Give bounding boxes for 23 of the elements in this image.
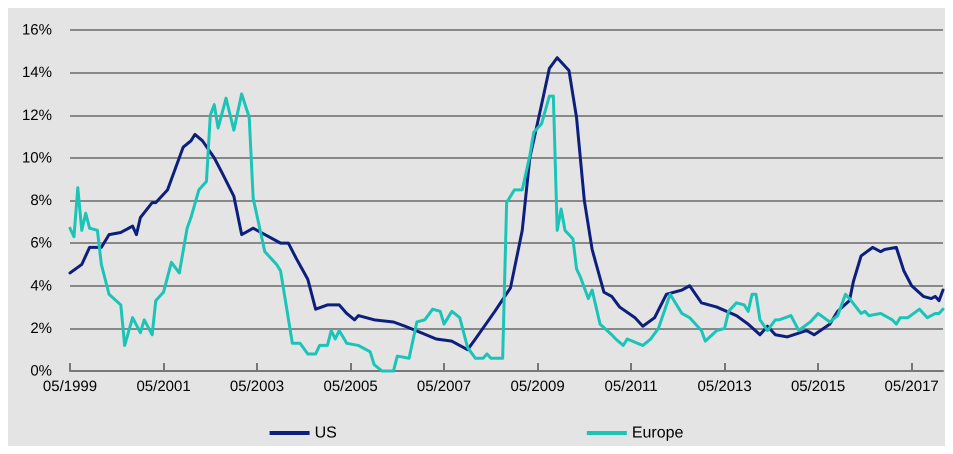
legend-label: US (314, 424, 337, 442)
x-tick-label: 05/2003 (230, 378, 284, 395)
x-tick-label: 05/1999 (42, 378, 98, 395)
legend-label: Europe (632, 424, 684, 442)
y-tick-label: 10% (22, 149, 52, 166)
x-tick-label: 05/2007 (416, 378, 472, 395)
x-tick-label: 05/2009 (510, 378, 565, 395)
x-tick-label: 05/2015 (790, 378, 846, 395)
y-tick-label: 16% (22, 22, 52, 38)
y-tick-label: 4% (30, 277, 52, 294)
x-tick-label: 05/2013 (698, 378, 752, 395)
line-series (68, 92, 944, 372)
y-tick-label: 8% (30, 192, 52, 209)
y-tick-label: 0% (30, 362, 52, 380)
x-tick-label: 05/2011 (604, 378, 658, 395)
y-tick-label: 2% (30, 320, 52, 337)
x-tick-label: 05/2001 (136, 378, 191, 395)
y-tick-label: 6% (30, 234, 52, 252)
y-tick-label: 12% (22, 106, 52, 124)
line-series (68, 56, 944, 352)
x-tick-label: 05/2005 (323, 378, 378, 395)
y-tick-label: 14% (22, 64, 52, 82)
x-tick-label: 05/2017 (884, 378, 939, 395)
